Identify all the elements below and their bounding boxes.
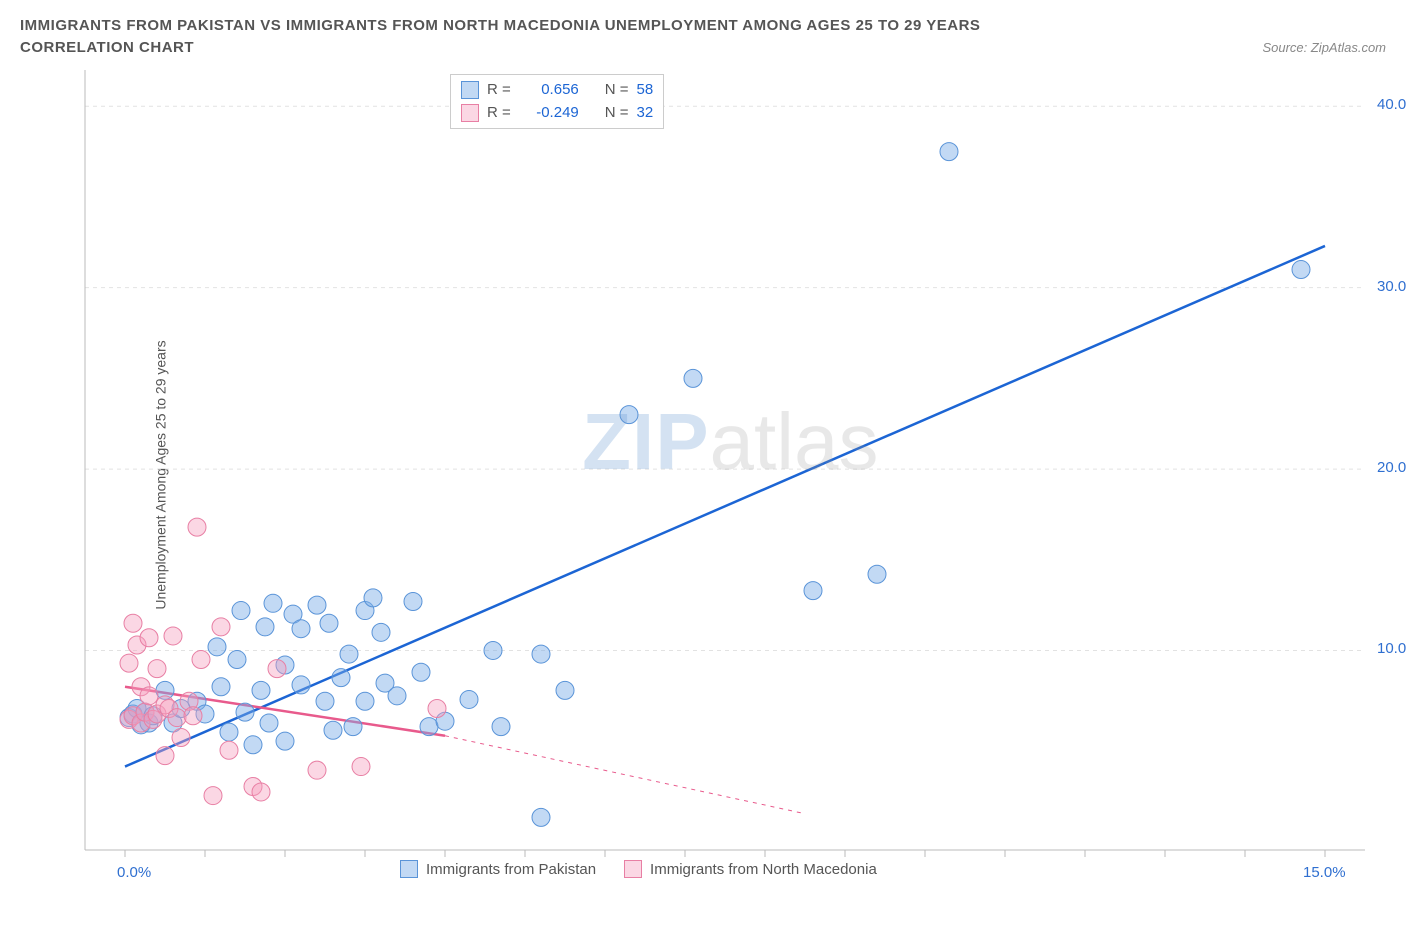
legend-r-label: R = <box>487 102 511 125</box>
legend-swatch <box>461 81 479 99</box>
y-tick-label: 30.0% <box>1377 278 1406 295</box>
legend-series-item: Immigrants from Pakistan <box>400 860 596 878</box>
y-tick-label: 10.0% <box>1377 640 1406 657</box>
legend-correlation-row: R = -0.249 N = 32 <box>461 102 653 125</box>
legend-swatch <box>400 860 418 878</box>
x-tick-label: 15.0% <box>1303 864 1346 881</box>
legend-swatch <box>461 104 479 122</box>
legend-series-label: Immigrants from Pakistan <box>426 861 596 878</box>
x-tick-label: 0.0% <box>117 864 151 881</box>
legend-n-value: 32 <box>637 102 654 125</box>
chart-svg <box>20 60 1386 890</box>
legend-correlation-row: R = 0.656 N = 58 <box>461 79 653 102</box>
legend-r-label: R = <box>487 79 511 102</box>
legend-swatch <box>624 860 642 878</box>
legend-series-item: Immigrants from North Macedonia <box>624 860 877 878</box>
y-tick-label: 40.0% <box>1377 96 1406 113</box>
source-attribution: Source: ZipAtlas.com <box>1262 40 1386 55</box>
page-title: IMMIGRANTS FROM PAKISTAN VS IMMIGRANTS F… <box>20 12 1386 39</box>
legend-n-value: 58 <box>637 79 654 102</box>
legend-n-label: N = <box>605 79 629 102</box>
legend-correlation: R = 0.656 N = 58 R = -0.249 N = 32 <box>450 74 664 129</box>
legend-series-label: Immigrants from North Macedonia <box>650 861 877 878</box>
header: IMMIGRANTS FROM PAKISTAN VS IMMIGRANTS F… <box>20 12 1386 56</box>
page-subtitle: CORRELATION CHART <box>20 39 194 56</box>
legend-r-value: -0.249 <box>519 102 579 125</box>
y-tick-label: 20.0% <box>1377 459 1406 476</box>
legend-series: Immigrants from Pakistan Immigrants from … <box>400 860 877 878</box>
legend-r-value: 0.656 <box>519 79 579 102</box>
correlation-chart: Unemployment Among Ages 25 to 29 years Z… <box>20 60 1386 890</box>
legend-n-label: N = <box>605 102 629 125</box>
